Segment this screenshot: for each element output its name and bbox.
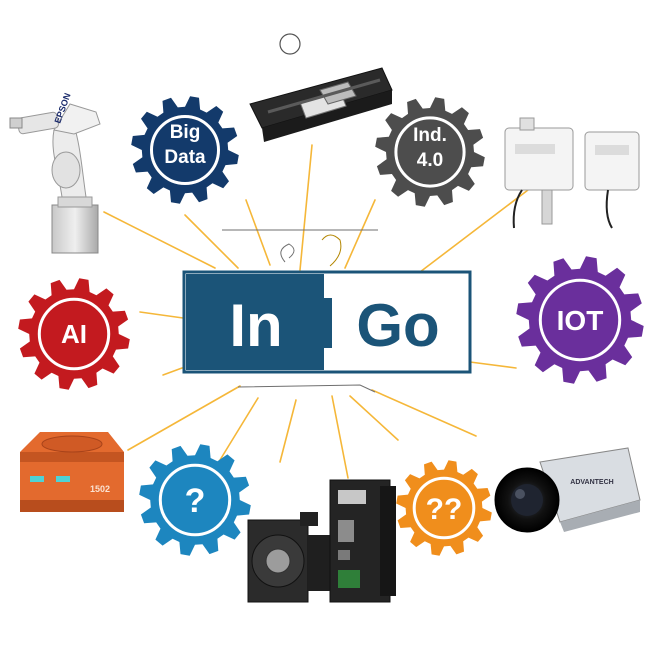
servo-drive-icon [329, 479, 396, 603]
ai-label: AI [61, 319, 87, 349]
ai-gear-body [18, 278, 130, 390]
iot-gear-ring [538, 278, 622, 362]
connector-linear-axis-b [299, 144, 313, 271]
industry-gear-ring [394, 116, 466, 188]
big-data-line1: Big [170, 122, 201, 143]
connector-question [219, 397, 259, 461]
connector-lines [103, 144, 529, 479]
logo-go-text: Go [356, 292, 439, 359]
ai-gear-icon: AI [18, 278, 130, 390]
connector-ai-b [162, 367, 183, 376]
unknown_two-gear-body [396, 460, 492, 556]
top-circle-mark [279, 33, 301, 55]
connector-drive [331, 395, 349, 479]
connector-agv [127, 385, 241, 451]
industry-gear-body [375, 97, 485, 207]
double-question-gear-icon: ?? [396, 460, 492, 556]
connector-big-data [184, 214, 239, 269]
connector-sensors [419, 189, 529, 273]
unknown_one-gear-body [139, 444, 251, 556]
question-label: ? [185, 482, 206, 520]
big_data-gear-ring [150, 115, 220, 185]
iot-gear-icon: IOT [516, 256, 644, 384]
agv-robot-icon: 1502 [20, 432, 124, 512]
cable-lines [222, 229, 378, 393]
connector-industry [344, 199, 376, 269]
sensor-boxes-icon [504, 117, 640, 229]
unknown_two-gear-ring [412, 476, 476, 540]
industry-line2: 4.0 [417, 150, 443, 171]
iot-label: IOT [557, 305, 604, 336]
connector-camera [371, 389, 477, 437]
double-question-label: ?? [426, 493, 463, 526]
connector-servo [279, 399, 297, 463]
industry-line1: Ind. [413, 125, 447, 146]
iot-gear-body [516, 256, 644, 384]
unknown_one-gear-ring [158, 463, 232, 537]
industrial-camera-icon: ADVANTECH [494, 447, 641, 533]
big-data-line2: Data [164, 147, 206, 168]
ai-gear-ring [37, 297, 111, 371]
connector-double-question [349, 395, 399, 441]
connector-robot [103, 211, 216, 269]
connector-linear-axis-a [245, 199, 271, 266]
agv-number-label: 1502 [90, 484, 110, 494]
big_data-gear-body [131, 96, 239, 204]
logo-dark-panel [186, 274, 332, 370]
industry-4-gear-icon: Ind. 4.0 [375, 97, 485, 207]
ingo-logo: In Go [182, 270, 472, 374]
connector-ai [139, 311, 184, 319]
logo-in-text: In [229, 292, 282, 359]
big-data-gear-icon: Big Data [131, 96, 239, 204]
industrial-robot-icon: EPSON [9, 92, 101, 254]
camera-brand-label: ADVANTECH [570, 479, 613, 486]
linear-actuator-icon [249, 67, 393, 142]
question-gear-icon: ? [139, 444, 251, 556]
servo-motor-icon [247, 512, 334, 603]
connector-iot [469, 361, 517, 369]
